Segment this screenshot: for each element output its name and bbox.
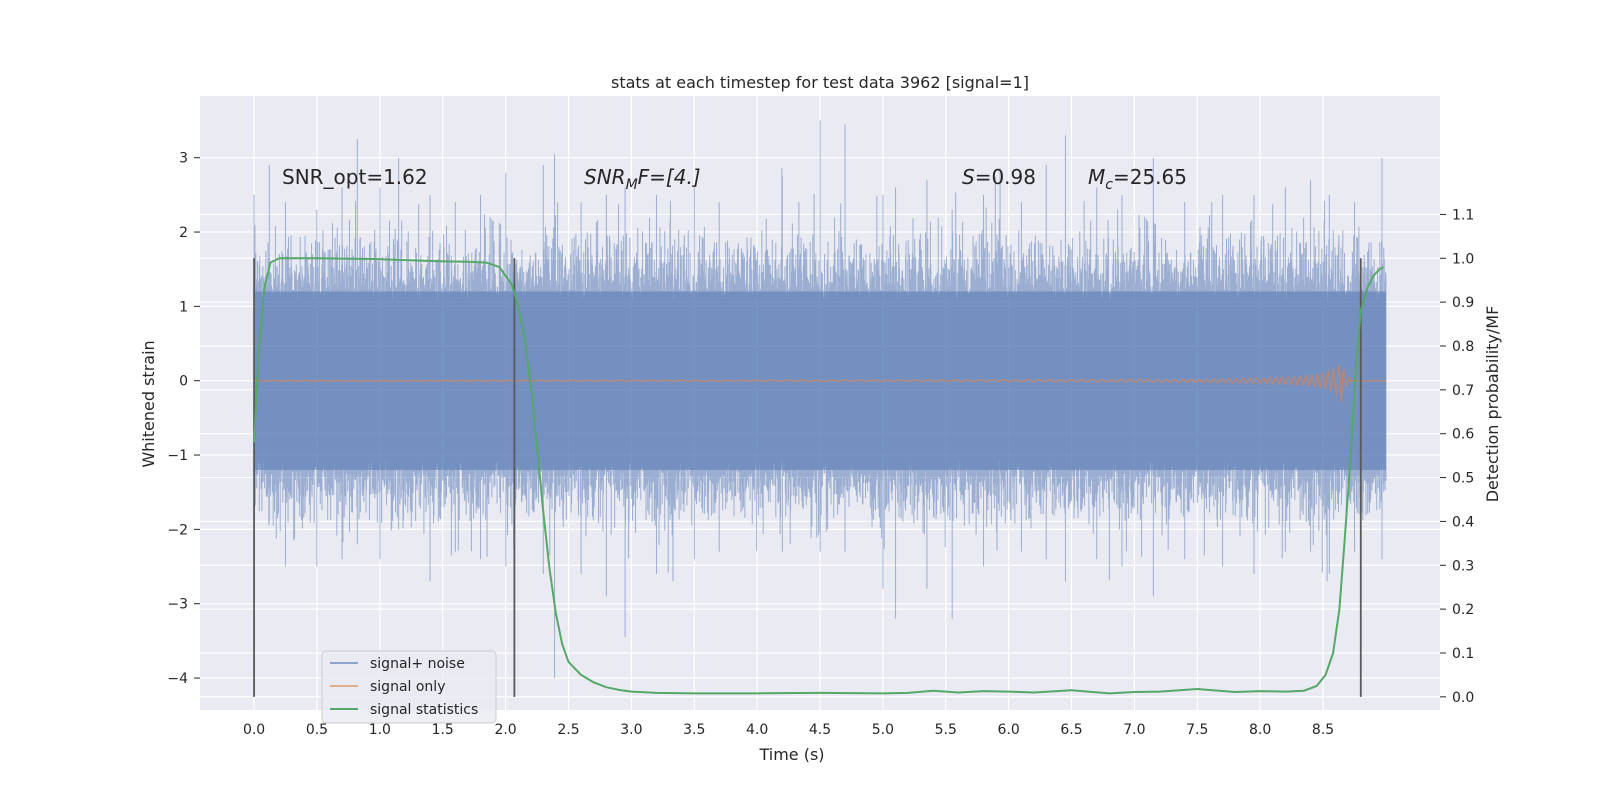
- mc-rest: =25.65: [1113, 165, 1187, 189]
- x-tick-label: 5.0: [872, 722, 894, 738]
- y-tick-label: −1: [167, 448, 188, 464]
- y2-tick-label: 0.6: [1452, 427, 1474, 443]
- mc-var: M: [1088, 165, 1105, 189]
- y2-tick-label: 1.0: [1452, 251, 1474, 267]
- snr-mf-rest: F=[4.]: [638, 165, 701, 189]
- y2-tick-label: 0.4: [1452, 514, 1474, 530]
- x-tick-label: 8.5: [1312, 722, 1334, 738]
- x-tick-label: 4.0: [746, 722, 768, 738]
- x-tick-label: 6.0: [998, 722, 1020, 738]
- y2-axis-label: Detection probability/MF: [1483, 306, 1502, 503]
- annotation-mc: Mc=25.65: [1088, 165, 1187, 193]
- x-tick-label: 3.5: [683, 722, 705, 738]
- y2-tick-labels: 1.1 1.0 0.9 0.8 0.7 0.6 0.5 0.4 0.3 0.2 0.1 0.0: [1440, 207, 1474, 706]
- x-tick-label: 0.0: [243, 722, 265, 738]
- legend-label-stats: signal statistics: [370, 702, 478, 718]
- y-tick-label: 0: [179, 374, 188, 390]
- y2-tick-label: 0.5: [1452, 471, 1474, 487]
- y2-tick-label: 0.3: [1452, 558, 1474, 574]
- series-signal-only: [253, 364, 1386, 402]
- annotation-s: S=0.98: [962, 165, 1036, 189]
- annotation-snr-opt: SNR_opt=1.62: [282, 165, 428, 189]
- x-tick-label: 7.0: [1123, 722, 1145, 738]
- x-tick-label: 5.5: [935, 722, 957, 738]
- x-tick-labels: 0.0 0.5 1.0 1.5 2.0 2.5 3.0 3.5 4.0 4.5 5.0 5.5 6.0 6…: [243, 722, 1334, 738]
- s-rest: =0.98: [975, 165, 1036, 189]
- x-tick-label: 6.5: [1060, 722, 1082, 738]
- legend: signal+ noise signal only signal statist…: [321, 650, 497, 724]
- y-tick-label: −4: [167, 671, 188, 687]
- annotation-snr-mf: SNRMF=[4.]: [584, 165, 701, 193]
- legend-label-signal: signal only: [370, 679, 445, 695]
- y2-tick-label: 0.1: [1452, 646, 1474, 662]
- y2-tick-label: 0.8: [1452, 339, 1474, 355]
- x-tick-label: 1.5: [432, 722, 454, 738]
- y2-tick-label: 0.2: [1452, 602, 1474, 618]
- series-signal-statistics: [253, 257, 1384, 695]
- x-tick-label: 4.5: [809, 722, 831, 738]
- snr-mf-sub: M: [626, 177, 638, 193]
- chart-title: stats at each timestep for test data 396…: [611, 73, 1029, 92]
- y-tick-label: −2: [167, 522, 188, 538]
- x-axis-label: Time (s): [758, 745, 824, 764]
- y-tick-labels: 3 2 1 0 −1 −2 −3 −4: [167, 151, 200, 687]
- legend-box: [321, 650, 497, 724]
- y2-tick-label: 0.7: [1452, 383, 1474, 399]
- y-tick-label: 1: [179, 299, 188, 315]
- x-tick-label: 0.5: [306, 722, 328, 738]
- x-tick-label: 1.0: [369, 722, 391, 738]
- x-tick-label: 7.5: [1186, 722, 1208, 738]
- legend-label-noise: signal+ noise: [370, 656, 465, 672]
- y-tick-label: −3: [167, 597, 188, 613]
- x-tick-label: 2.5: [557, 722, 579, 738]
- y-axis-label: Whitened strain: [139, 340, 158, 467]
- mc-sub: c: [1105, 177, 1113, 193]
- x-tick-label: 3.0: [620, 722, 642, 738]
- s-var: S: [962, 165, 975, 189]
- y2-tick-label: 0.0: [1452, 690, 1474, 706]
- y-tick-label: 3: [179, 151, 188, 167]
- snr-mf-base: SNR: [584, 165, 626, 189]
- plot-area: [253, 120, 1387, 697]
- y2-tick-label: 1.1: [1452, 207, 1474, 223]
- y2-tick-label: 0.9: [1452, 295, 1474, 311]
- y-tick-label: 2: [179, 225, 188, 241]
- x-tick-label: 8.0: [1249, 722, 1271, 738]
- x-tick-label: 2.0: [494, 722, 516, 738]
